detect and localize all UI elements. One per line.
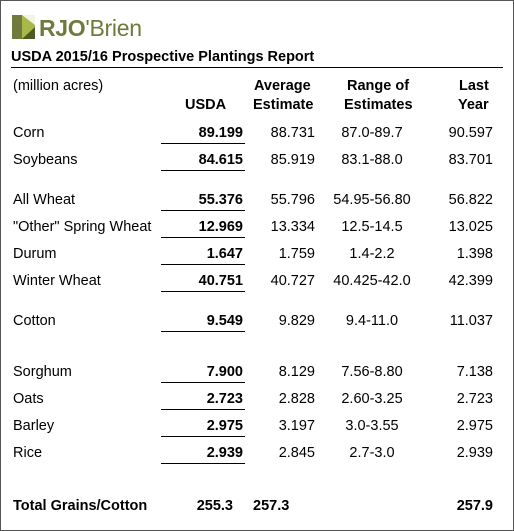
range-value: 1.4-2.2 bbox=[349, 246, 395, 262]
range-value: 12.5-14.5 bbox=[341, 219, 403, 235]
row-label: Soybeans bbox=[13, 152, 78, 168]
last-year-value: 11.037 bbox=[449, 313, 493, 329]
avg-value: 2.845 bbox=[278, 445, 315, 461]
avg-value: 13.334 bbox=[270, 219, 315, 235]
usda-value: 7.900 bbox=[206, 364, 243, 380]
usda-header: USDA bbox=[185, 97, 227, 113]
range-value: 87.0-89.7 bbox=[341, 125, 403, 141]
last-header-line1: Last bbox=[459, 78, 489, 94]
logo-brand: RJO bbox=[39, 15, 86, 41]
usda-value: 89.199 bbox=[198, 125, 243, 141]
range-value: 83.1-88.0 bbox=[341, 152, 403, 168]
row-label: Winter Wheat bbox=[13, 273, 101, 289]
usda-underline bbox=[161, 264, 245, 265]
last-year-value: 2.723 bbox=[456, 391, 493, 407]
usda-value: 2.939 bbox=[206, 445, 243, 461]
avg-value: 9.829 bbox=[278, 313, 315, 329]
last-year-value: 56.822 bbox=[448, 192, 493, 208]
avg-value: 8.129 bbox=[278, 364, 315, 380]
usda-underline bbox=[161, 170, 245, 171]
usda-value: 40.751 bbox=[198, 273, 243, 289]
logo-mark-icon bbox=[12, 15, 35, 39]
avg-value: 40.727 bbox=[270, 273, 315, 289]
usda-value: 55.376 bbox=[198, 192, 243, 208]
last-year-value: 42.399 bbox=[448, 273, 493, 289]
range-value: 7.56-8.80 bbox=[341, 364, 403, 380]
usda-value: 84.615 bbox=[198, 152, 243, 168]
usda-underline bbox=[161, 409, 245, 410]
row-label: Cotton bbox=[13, 313, 56, 329]
row-label: Sorghum bbox=[13, 364, 72, 380]
usda-underline bbox=[161, 331, 245, 332]
total-usda-value: 255.3 bbox=[196, 498, 233, 514]
usda-underline bbox=[161, 210, 245, 211]
avg-value: 88.731 bbox=[270, 125, 315, 141]
usda-underline bbox=[161, 463, 245, 464]
usda-value: 2.723 bbox=[206, 391, 243, 407]
range-value: 9.4-11.0 bbox=[345, 313, 399, 329]
last-year-value: 1.398 bbox=[456, 246, 493, 262]
range-value: 3.0-3.55 bbox=[345, 418, 399, 434]
usda-value: 1.647 bbox=[206, 246, 243, 262]
usda-underline bbox=[161, 143, 245, 144]
row-label: "Other" Spring Wheat bbox=[13, 219, 152, 235]
avg-value: 3.197 bbox=[278, 418, 315, 434]
total-label: Total Grains/Cotton bbox=[13, 498, 148, 514]
units-label: (million acres) bbox=[13, 78, 104, 94]
avg-value: 1.759 bbox=[278, 246, 315, 262]
title-divider bbox=[11, 67, 503, 68]
report-title: USDA 2015/16 Prospective Plantings Repor… bbox=[11, 49, 315, 65]
avg-value: 85.919 bbox=[270, 152, 315, 168]
usda-value: 9.549 bbox=[206, 313, 243, 329]
range-value: 2.7-3.0 bbox=[349, 445, 395, 461]
range-header-line2: Estimates bbox=[344, 97, 413, 113]
usda-value: 12.969 bbox=[198, 219, 243, 235]
usda-underline bbox=[161, 436, 245, 437]
last-year-value: 2.975 bbox=[456, 418, 493, 434]
usda-underline bbox=[161, 382, 245, 383]
row-label: Oats bbox=[13, 391, 44, 407]
total-last-year-value: 257.9 bbox=[456, 498, 493, 514]
last-year-value: 13.025 bbox=[448, 219, 493, 235]
row-label: Barley bbox=[13, 418, 55, 434]
usda-underline bbox=[161, 237, 245, 238]
avg-value: 55.796 bbox=[270, 192, 315, 208]
last-header-line2: Year bbox=[458, 97, 489, 113]
logo-apostrophe: ' bbox=[85, 15, 90, 41]
row-label: Durum bbox=[13, 246, 57, 262]
usda-underline bbox=[161, 291, 245, 292]
range-header-line1: Range of bbox=[347, 78, 410, 94]
avg-header-line1: Average bbox=[254, 78, 311, 94]
total-avg-value: 257.3 bbox=[253, 498, 290, 514]
row-label: Corn bbox=[13, 125, 45, 141]
avg-value: 2.828 bbox=[278, 391, 315, 407]
last-year-value: 83.701 bbox=[448, 152, 493, 168]
range-value: 54.95-56.80 bbox=[333, 192, 411, 208]
last-year-value: 2.939 bbox=[456, 445, 493, 461]
avg-header-line2: Estimate bbox=[253, 97, 314, 113]
row-label: Rice bbox=[13, 445, 43, 461]
range-value: 40.425-42.0 bbox=[333, 273, 411, 289]
row-label: All Wheat bbox=[13, 192, 76, 208]
last-year-value: 7.138 bbox=[456, 364, 493, 380]
last-year-value: 90.597 bbox=[448, 125, 493, 141]
logo-suffix: Brien bbox=[89, 15, 143, 41]
usda-value: 2.975 bbox=[206, 418, 243, 434]
range-value: 2.60-3.25 bbox=[341, 391, 403, 407]
